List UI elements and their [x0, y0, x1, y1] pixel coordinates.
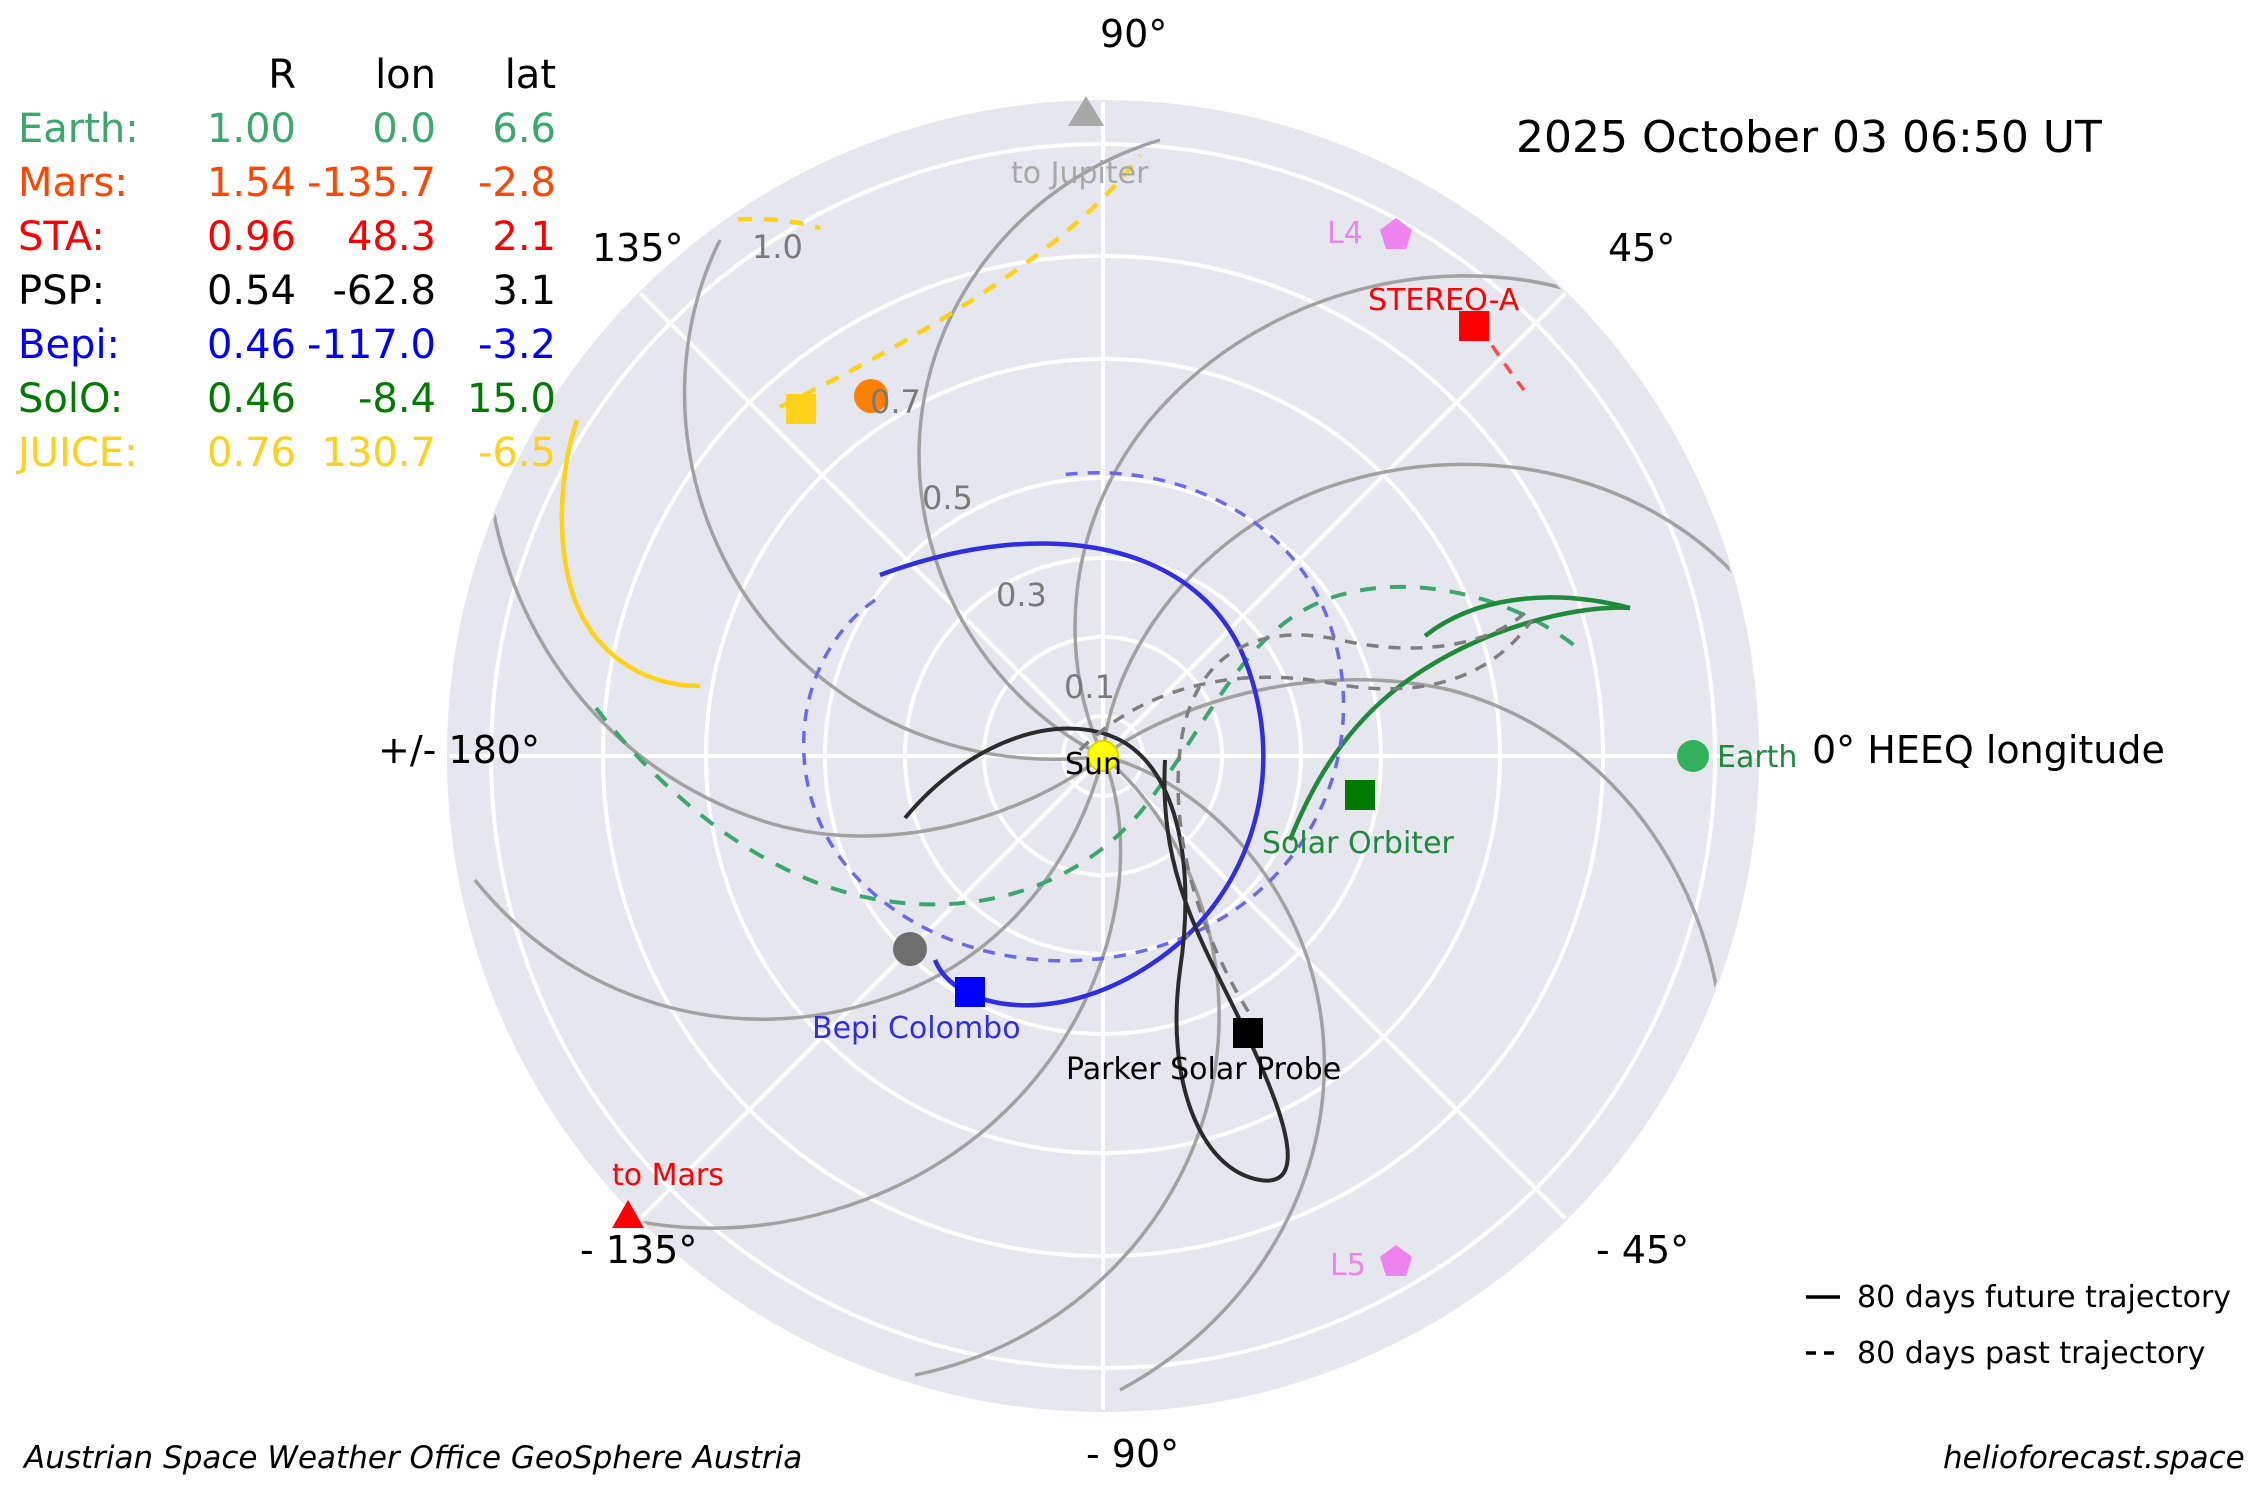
trajectory-earth-past [594, 584, 1582, 907]
row-r: 0.96 [206, 214, 296, 260]
axis-label-minus90: - 90° [1086, 1432, 1180, 1476]
axis-label-minus135: - 135° [580, 1228, 698, 1272]
marker-earth[interactable] [1677, 740, 1709, 772]
marker-l4[interactable] [1380, 218, 1412, 249]
trajectory-bepi-past [802, 470, 1346, 963]
trajectory-psp-future [903, 726, 1290, 1183]
trajectory-solo-future-b [1423, 595, 1631, 638]
label-to-jupiter: to Jupiter [1011, 156, 1149, 191]
radial-tick-1-0: 1.0 [752, 228, 803, 266]
table-row: JUICE: 0.76 130.7 -6.5 [18, 426, 556, 480]
header-lon: lon [375, 52, 436, 98]
row-lon: -62.8 [332, 268, 437, 314]
table-row: Mars: 1.54 -135.7 -2.8 [18, 156, 556, 210]
marker-to-jupiter[interactable] [1068, 96, 1104, 126]
marker-mercury[interactable] [893, 932, 927, 966]
axis-label-minus45: - 45° [1596, 1228, 1690, 1272]
radial-tick-0-1: 0.1 [1064, 668, 1115, 706]
row-lon: 48.3 [346, 214, 436, 260]
label-sun: Sun [1065, 747, 1123, 782]
header-lat: lat [504, 52, 556, 98]
trajectory-juice-future [559, 419, 701, 689]
marker-bepi-colombo[interactable] [955, 977, 985, 1007]
header-object [18, 48, 168, 102]
row-name: Earth: [18, 106, 139, 152]
header-r: R [268, 52, 296, 98]
markers-group [612, 96, 1709, 1276]
marker-mars[interactable] [854, 379, 888, 413]
row-name: SolO: [18, 376, 124, 422]
row-lat: 6.6 [492, 106, 556, 152]
table-row: SolO: 0.46 -8.4 15.0 [18, 372, 556, 426]
credit-left: Austrian Space Weather Office GeoSphere … [24, 1440, 803, 1476]
legend-future-text: 80 days future trajectory [1857, 1280, 2232, 1315]
row-r: 1.00 [206, 106, 296, 152]
radial-tick-0-5: 0.5 [922, 479, 973, 517]
row-lat: -2.8 [477, 160, 556, 206]
credit-right: helioforecast.space [1943, 1440, 2245, 1476]
radial-tick-0-7: 0.7 [870, 383, 921, 421]
datetime-label: 2025 October 03 06:50 UT [1516, 112, 2102, 163]
marker-l5[interactable] [1380, 1245, 1412, 1276]
label-l5: L5 [1330, 1248, 1366, 1283]
table-row: Bepi: 0.46 -117.0 -3.2 [18, 318, 556, 372]
trajectory-psp-past [1176, 606, 1532, 1031]
grid-group [448, 101, 1758, 1411]
trajectory-solo-future-a [1287, 605, 1631, 841]
row-lon: -8.4 [357, 376, 436, 422]
row-lat: -6.5 [477, 430, 556, 476]
row-lat: 15.0 [466, 376, 556, 422]
axis-label-135: 135° [592, 226, 684, 270]
row-lat: 2.1 [492, 214, 556, 260]
table-row: Earth: 1.00 0.0 6.6 [18, 102, 556, 156]
marker-parker-solar-probe[interactable] [1233, 1018, 1263, 1048]
row-name: Bepi: [18, 322, 121, 368]
row-r: 0.46 [206, 322, 296, 368]
marker-solar-orbiter[interactable] [1345, 780, 1375, 810]
axis-label-45: 45° [1608, 226, 1676, 270]
label-parker-solar-probe: Parker Solar Probe [1066, 1052, 1342, 1087]
trajectory-bepi-future [879, 541, 1266, 1008]
row-lon: -135.7 [307, 160, 436, 206]
row-lon: 0.0 [372, 106, 436, 152]
parker-spiral-lines [473, 138, 1742, 1392]
row-lat: -3.2 [477, 322, 556, 368]
table-header-row: R lon lat [18, 48, 556, 102]
row-name: STA: [18, 214, 105, 260]
row-r: 0.76 [206, 430, 296, 476]
marker-stereo-a[interactable] [1459, 311, 1489, 341]
row-lon: 130.7 [321, 430, 436, 476]
table-row: PSP: 0.54 -62.8 3.1 [18, 264, 556, 318]
legend-lines [1806, 1295, 1840, 1355]
label-solar-orbiter: Solar Orbiter [1262, 826, 1454, 861]
position-table: R lon lat Earth: 1.00 0.0 6.6 Mars: 1.54… [18, 48, 556, 480]
row-r: 0.46 [206, 376, 296, 422]
legend-past-text: 80 days past trajectory [1857, 1336, 2206, 1371]
radial-tick-0-3: 0.3 [996, 576, 1047, 614]
axis-label-90: 90° [1100, 12, 1168, 56]
marker-juice[interactable] [786, 394, 816, 424]
label-to-mars: to Mars [612, 1158, 724, 1193]
row-name: PSP: [18, 268, 106, 314]
label-bepi-colombo: Bepi Colombo [812, 1011, 1021, 1046]
label-stereo-a: STEREO-A [1368, 283, 1520, 318]
row-lat: 3.1 [492, 268, 556, 314]
axis-label-0: 0° HEEQ longitude [1812, 728, 2165, 772]
row-name: Mars: [18, 160, 128, 206]
table-row: STA: 0.96 48.3 2.1 [18, 210, 556, 264]
trajectory-juice-past-2 [778, 153, 1142, 410]
row-r: 0.54 [206, 268, 296, 314]
row-name: JUICE: [18, 430, 138, 476]
row-r: 1.54 [206, 160, 296, 206]
trajectory-psp-past-2 [1078, 618, 1534, 752]
marker-to-mars[interactable] [612, 1200, 644, 1228]
label-l4: L4 [1327, 216, 1363, 251]
plot-outline [447, 100, 1759, 1412]
marker-sun[interactable] [1087, 740, 1119, 772]
axis-label-180: +/- 180° [378, 728, 540, 772]
row-lon: -117.0 [307, 322, 436, 368]
label-earth: Earth [1717, 740, 1798, 775]
